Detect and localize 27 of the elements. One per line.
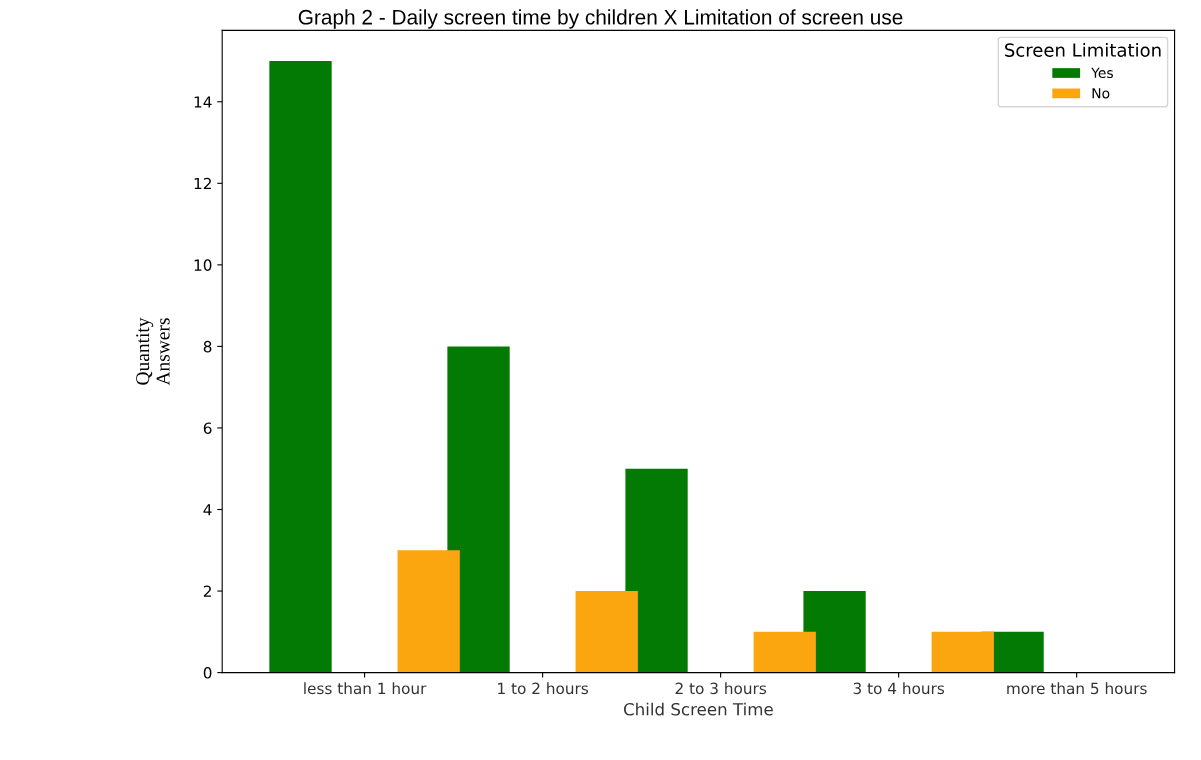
y-tick-label: 0: [203, 667, 212, 679]
bar: [269, 60, 332, 673]
bar: [397, 550, 460, 673]
bar: [625, 468, 688, 673]
y-tick-label: 12: [194, 177, 211, 190]
y-tick-label: 8: [203, 340, 212, 353]
bar: [447, 346, 510, 673]
y-axis-title: Quantity Answers: [136, 317, 170, 386]
y-tick-label: 2: [203, 585, 211, 597]
legend-label: Yes: [1091, 67, 1113, 79]
x-tick-label: 1 to 2 hours: [498, 682, 589, 695]
legend-label: No: [1092, 88, 1110, 99]
chart-title: Graph 2 - Daily screen time by children X Limitation of screen use: [298, 9, 903, 29]
y-tick-label: 4: [203, 504, 212, 516]
x-tick-label: more than 5 hours: [1007, 682, 1147, 695]
y-tick-label: 6: [203, 422, 212, 434]
x-tick-label: 3 to 4 hours: [853, 682, 945, 695]
x-axis-title: Child Screen Time: [623, 702, 773, 716]
bar: [803, 591, 866, 673]
bar: [575, 591, 638, 673]
x-tick-label: less than 1 hour: [304, 682, 427, 695]
y-tick-label: 14: [194, 96, 212, 108]
legend-title: Screen Limitation: [1005, 42, 1161, 57]
bar: [931, 631, 994, 673]
y-tick-label: 10: [194, 259, 212, 271]
bar: [753, 631, 816, 673]
x-tick-label: 2 to 3 hours: [675, 682, 767, 695]
